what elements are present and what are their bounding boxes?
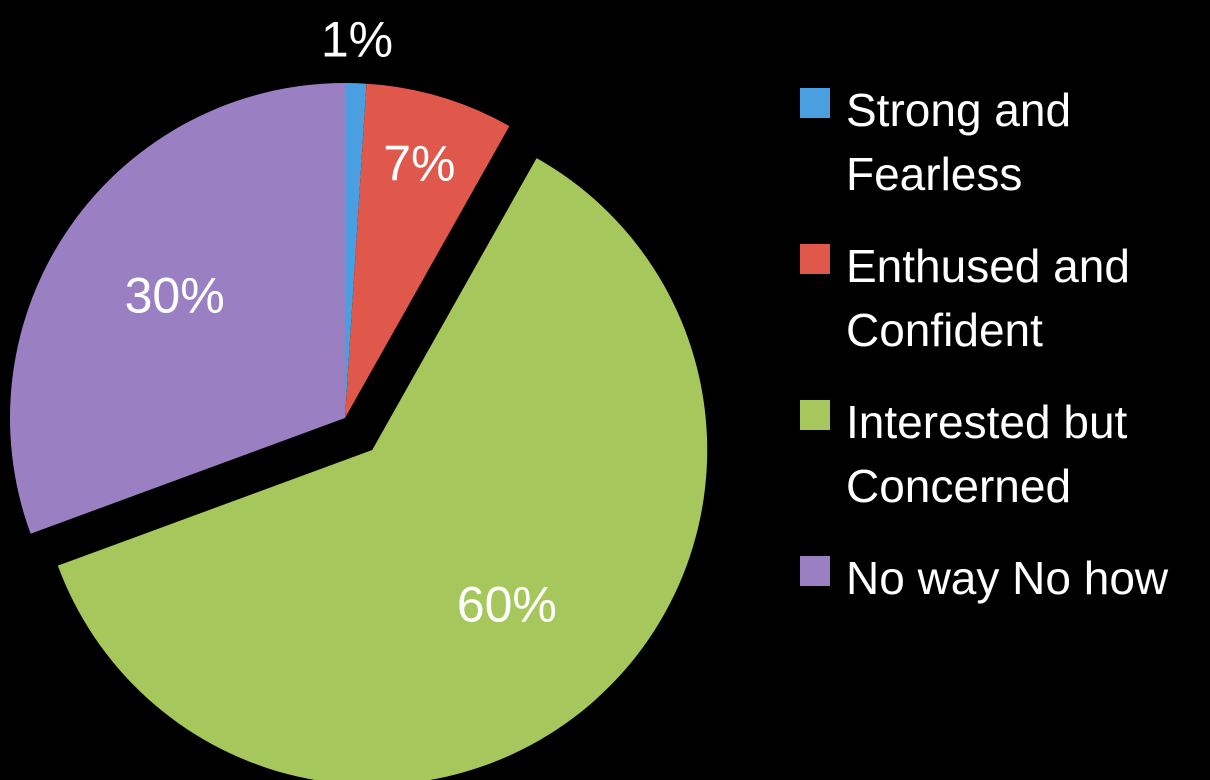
legend-label: Strong and Fearless	[846, 84, 1072, 200]
legend-swatch	[800, 88, 830, 118]
data-label: 7%	[383, 136, 455, 192]
pie-slice	[57, 158, 708, 780]
legend-swatch	[800, 400, 830, 430]
legend: Strong and Fearless Enthused and Confiden…	[800, 78, 1200, 638]
pie-slice	[9, 83, 346, 534]
legend-label: Interested but Concerned	[846, 396, 1128, 512]
legend-item: Interested but Concerned	[800, 390, 1200, 518]
legend-swatch	[800, 556, 830, 586]
pie-area: 1% 7% 60% 30%	[9, 11, 708, 780]
legend-label: Enthused and Confident	[846, 240, 1130, 356]
legend-item: Strong and Fearless	[800, 78, 1200, 206]
data-label: 30%	[125, 267, 225, 323]
legend-item: Enthused and Confident	[800, 234, 1200, 362]
legend-label: No way No how	[846, 552, 1169, 604]
data-label: 1%	[321, 11, 393, 67]
legend-swatch	[800, 244, 830, 274]
pie-slice	[345, 83, 367, 418]
data-label: 60%	[457, 576, 557, 632]
legend-item: No way No how	[800, 546, 1200, 610]
pie-slice	[345, 83, 510, 418]
